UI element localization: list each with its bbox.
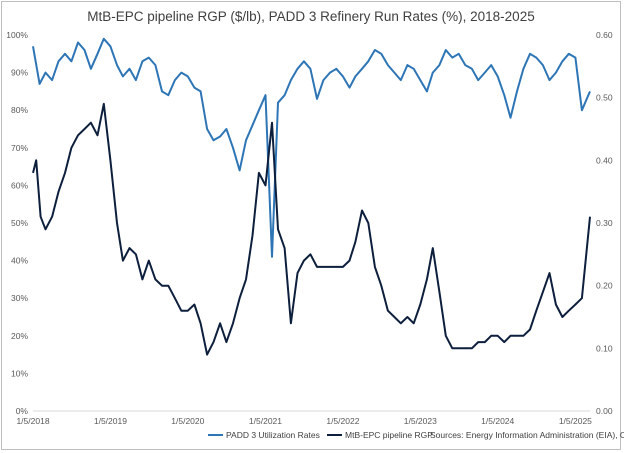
y-left-ticks: 0% 10% 20% 30% 40% 50% 60% 70% 80% 90% 100% bbox=[6, 30, 28, 416]
legend: PADD 3 Utilization Rates MtB-EPC pipelin… bbox=[208, 430, 624, 440]
x-ticks: 1/5/2018 1/5/2019 1/5/2020 1/5/2021 1/5/2022… bbox=[16, 416, 592, 426]
y-left-tick-label: 90% bbox=[11, 68, 28, 78]
y-left-tick-label: 80% bbox=[11, 105, 28, 115]
y-left-tick-label: 20% bbox=[11, 331, 28, 341]
x-tick-label: 1/5/2019 bbox=[94, 416, 127, 426]
y-right-tick-label: 0.50 bbox=[596, 93, 613, 103]
y-left-tick-label: 100% bbox=[6, 30, 28, 40]
series-layer bbox=[32, 37, 591, 356]
chart-title: MtB-EPC pipeline RGP ($/lb), PADD 3 Refi… bbox=[87, 9, 535, 24]
y-right-tick-label: 0.00 bbox=[596, 406, 613, 416]
x-tick-label: 1/5/2023 bbox=[404, 416, 437, 426]
x-tick-label: 1/5/2020 bbox=[171, 416, 204, 426]
y-right-tick-label: 0.40 bbox=[596, 155, 613, 165]
sources-note: Sources: Energy Information Administrati… bbox=[430, 430, 624, 440]
y-left-tick-label: 10% bbox=[11, 368, 28, 378]
y-left-tick-label: 60% bbox=[11, 180, 28, 190]
series-line-rgp bbox=[32, 102, 591, 356]
series-line-utilization bbox=[32, 37, 591, 258]
legend-label-rgp: MtB-EPC pipeline RGP bbox=[345, 430, 433, 440]
x-tick-label: 1/5/2024 bbox=[481, 416, 514, 426]
x-tick-label: 1/5/2018 bbox=[16, 416, 49, 426]
y-left-tick-label: 30% bbox=[11, 293, 28, 303]
y-right-ticks: 0.00 0.10 0.20 0.30 0.40 0.50 0.60 bbox=[596, 30, 613, 416]
y-left-tick-label: 40% bbox=[11, 256, 28, 266]
y-right-tick-label: 0.30 bbox=[596, 218, 613, 228]
y-left-tick-label: 70% bbox=[11, 143, 28, 153]
x-tick-label: 1/5/2022 bbox=[326, 416, 359, 426]
y-right-tick-label: 0.10 bbox=[596, 343, 613, 353]
x-tick-label: 1/5/2021 bbox=[249, 416, 282, 426]
y-left-tick-label: 0% bbox=[16, 406, 29, 416]
legend-label-utilization: PADD 3 Utilization Rates bbox=[226, 430, 320, 440]
y-right-tick-label: 0.60 bbox=[596, 30, 613, 40]
y-right-tick-label: 0.20 bbox=[596, 281, 613, 291]
x-tick-label: 1/5/2025 bbox=[559, 416, 592, 426]
y-left-tick-label: 50% bbox=[11, 218, 28, 228]
